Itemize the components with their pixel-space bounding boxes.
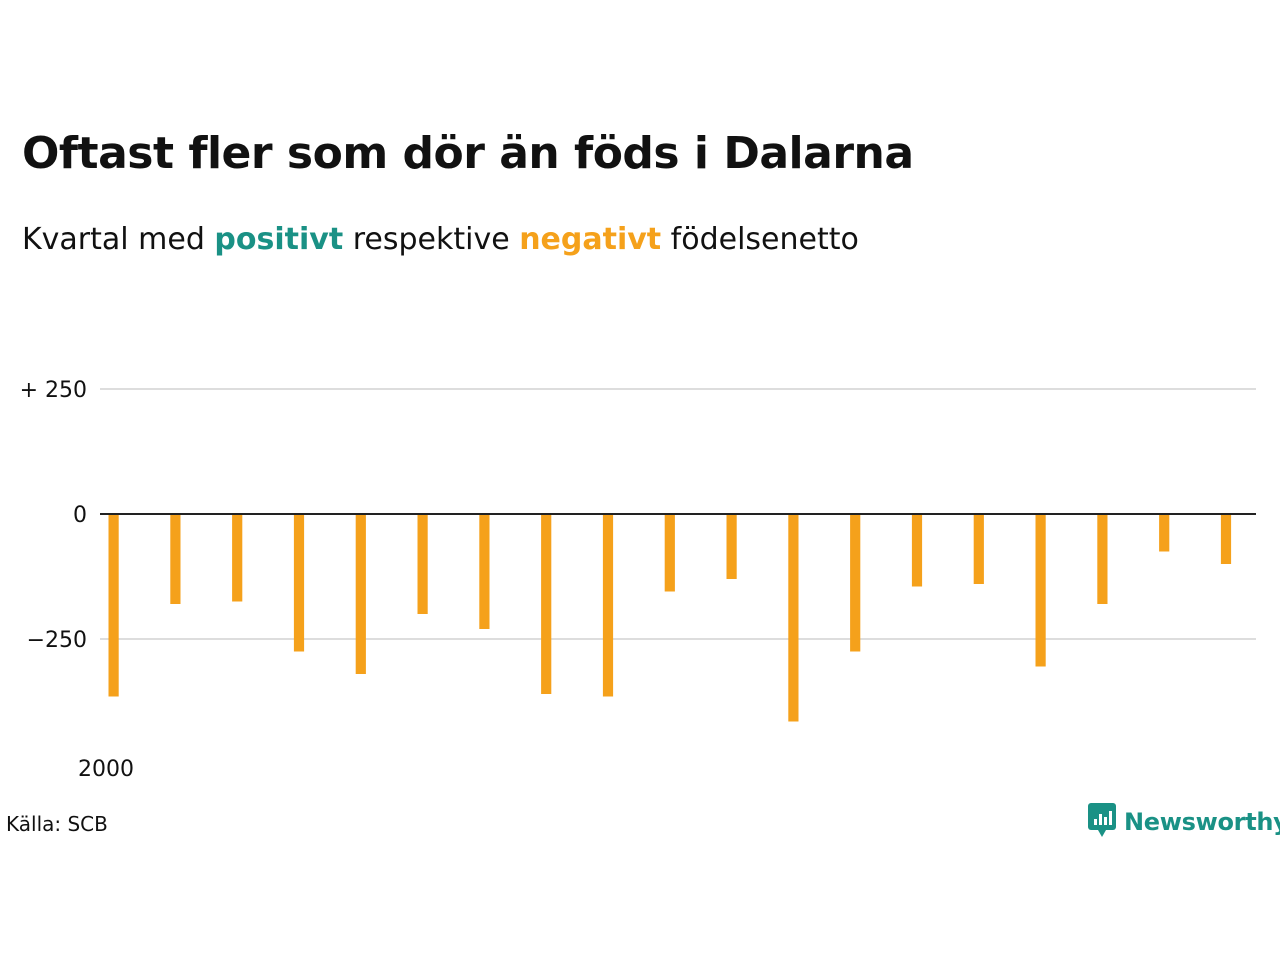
- bar: [170, 514, 181, 604]
- subtitle-middle: respektive: [343, 222, 520, 257]
- newsworthy-logo-icon: [1088, 803, 1116, 841]
- y-tick-label: −250: [27, 628, 87, 653]
- x-tick-label: 2000: [78, 757, 134, 782]
- subtitle-prefix: Kvartal med: [22, 222, 215, 257]
- bar: [1159, 514, 1170, 552]
- brand-logo[interactable]: Newsworthy: [1088, 803, 1280, 841]
- bar: [664, 514, 675, 592]
- bars: [108, 514, 1232, 722]
- bar: [232, 514, 243, 602]
- bar: [602, 514, 614, 697]
- chart-subtitle: Kvartal med positivt respektive negativt…: [22, 222, 859, 257]
- bar: [293, 514, 305, 652]
- bar: [1097, 514, 1108, 604]
- bar: [911, 514, 923, 587]
- bar: [1220, 514, 1232, 564]
- bar: [850, 514, 861, 652]
- bar: [973, 514, 984, 584]
- bar: [788, 514, 799, 722]
- subtitle-positive-word: positivt: [214, 222, 344, 257]
- bar: [108, 514, 119, 697]
- bar: [355, 514, 366, 674]
- subtitle-suffix: födelsenetto: [661, 222, 859, 257]
- y-tick-labels: + 250 0 −250: [20, 378, 87, 653]
- y-tick-label: 0: [73, 503, 87, 528]
- bar: [541, 514, 552, 694]
- bar: [479, 514, 490, 629]
- source-note: Källa: SCB: [6, 812, 108, 836]
- bar: [726, 514, 737, 579]
- bar: [1035, 514, 1046, 667]
- bar: [417, 514, 428, 614]
- x-tick-labels: 20002005201020152020: [78, 757, 134, 782]
- subtitle-negative-word: negativt: [519, 222, 662, 257]
- y-tick-label: + 250: [20, 378, 87, 403]
- chart-title: Oftast fler som dör än föds i Dalarna: [22, 128, 914, 179]
- grid-lines: [100, 388, 1256, 640]
- brand-name: Newsworthy: [1124, 808, 1280, 836]
